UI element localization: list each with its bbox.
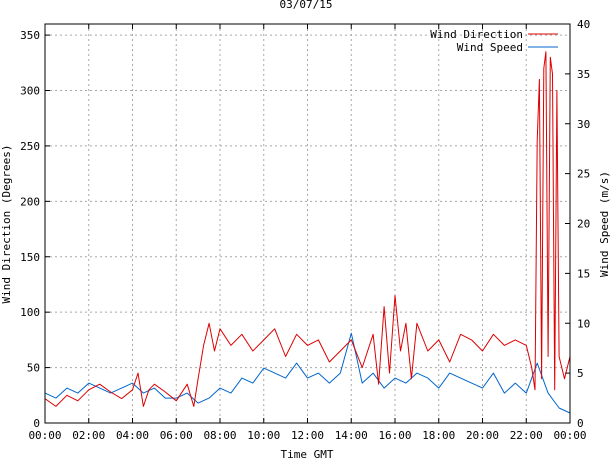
x-tick-label: 02:00: [72, 429, 105, 442]
right-tick-label: 35: [577, 68, 590, 81]
series-line-wind-direction: [44, 51, 571, 407]
left-tick-label: 100: [20, 306, 40, 319]
right-tick-label: 10: [577, 317, 590, 330]
right-tick-label: 20: [577, 218, 590, 231]
plot-frame: [44, 23, 571, 424]
x-axis-label: Time GMT: [281, 448, 334, 459]
x-tick-label: 10:00: [247, 429, 280, 442]
right-tick-label: 25: [577, 168, 590, 181]
series-layer: [44, 51, 571, 414]
left-axis-label: Wind Direction (Degrees): [0, 145, 13, 304]
left-axis-ticks: 0 50 100 150 200 250 300 350: [20, 29, 50, 430]
left-tick-label: 250: [20, 140, 40, 153]
right-tick-label: 30: [577, 118, 590, 131]
left-tick-label: 0: [33, 417, 40, 430]
x-tick-label: 18:00: [422, 429, 455, 442]
legend-label-wind-speed: Wind Speed: [457, 41, 523, 54]
legend-label-wind-direction: Wind Direction: [430, 28, 523, 41]
left-tick-label: 50: [27, 362, 40, 375]
x-tick-label: 06:00: [160, 429, 193, 442]
legend: Wind Direction Wind Speed: [430, 28, 558, 54]
right-axis-ticks: 0 5 10 15 20 25 30 35 40: [565, 18, 590, 430]
x-tick-label: 12:00: [291, 429, 324, 442]
right-tick-label: 0: [577, 417, 584, 430]
right-axis-label: Wind Speed (m/s): [598, 171, 611, 277]
right-tick-label: 15: [577, 267, 590, 280]
series-line-wind-speed: [44, 332, 571, 414]
left-tick-label: 150: [20, 251, 40, 264]
left-tick-label: 350: [20, 29, 40, 42]
left-tick-label: 200: [20, 195, 40, 208]
x-tick-label: 16:00: [378, 429, 411, 442]
x-tick-label: 20:00: [466, 429, 499, 442]
right-tick-label: 40: [577, 18, 590, 31]
x-tick-label: 22:00: [510, 429, 543, 442]
grid-lines: [45, 24, 570, 423]
x-tick-label: 14:00: [335, 429, 368, 442]
chart-title: 03/07/15: [280, 0, 333, 11]
x-tick-label: 04:00: [116, 429, 149, 442]
x-tick-label: 00:00: [553, 429, 586, 442]
x-tick-label: 00:00: [28, 429, 61, 442]
left-tick-label: 300: [20, 85, 40, 98]
right-tick-label: 5: [577, 367, 584, 380]
x-tick-label: 08:00: [203, 429, 236, 442]
